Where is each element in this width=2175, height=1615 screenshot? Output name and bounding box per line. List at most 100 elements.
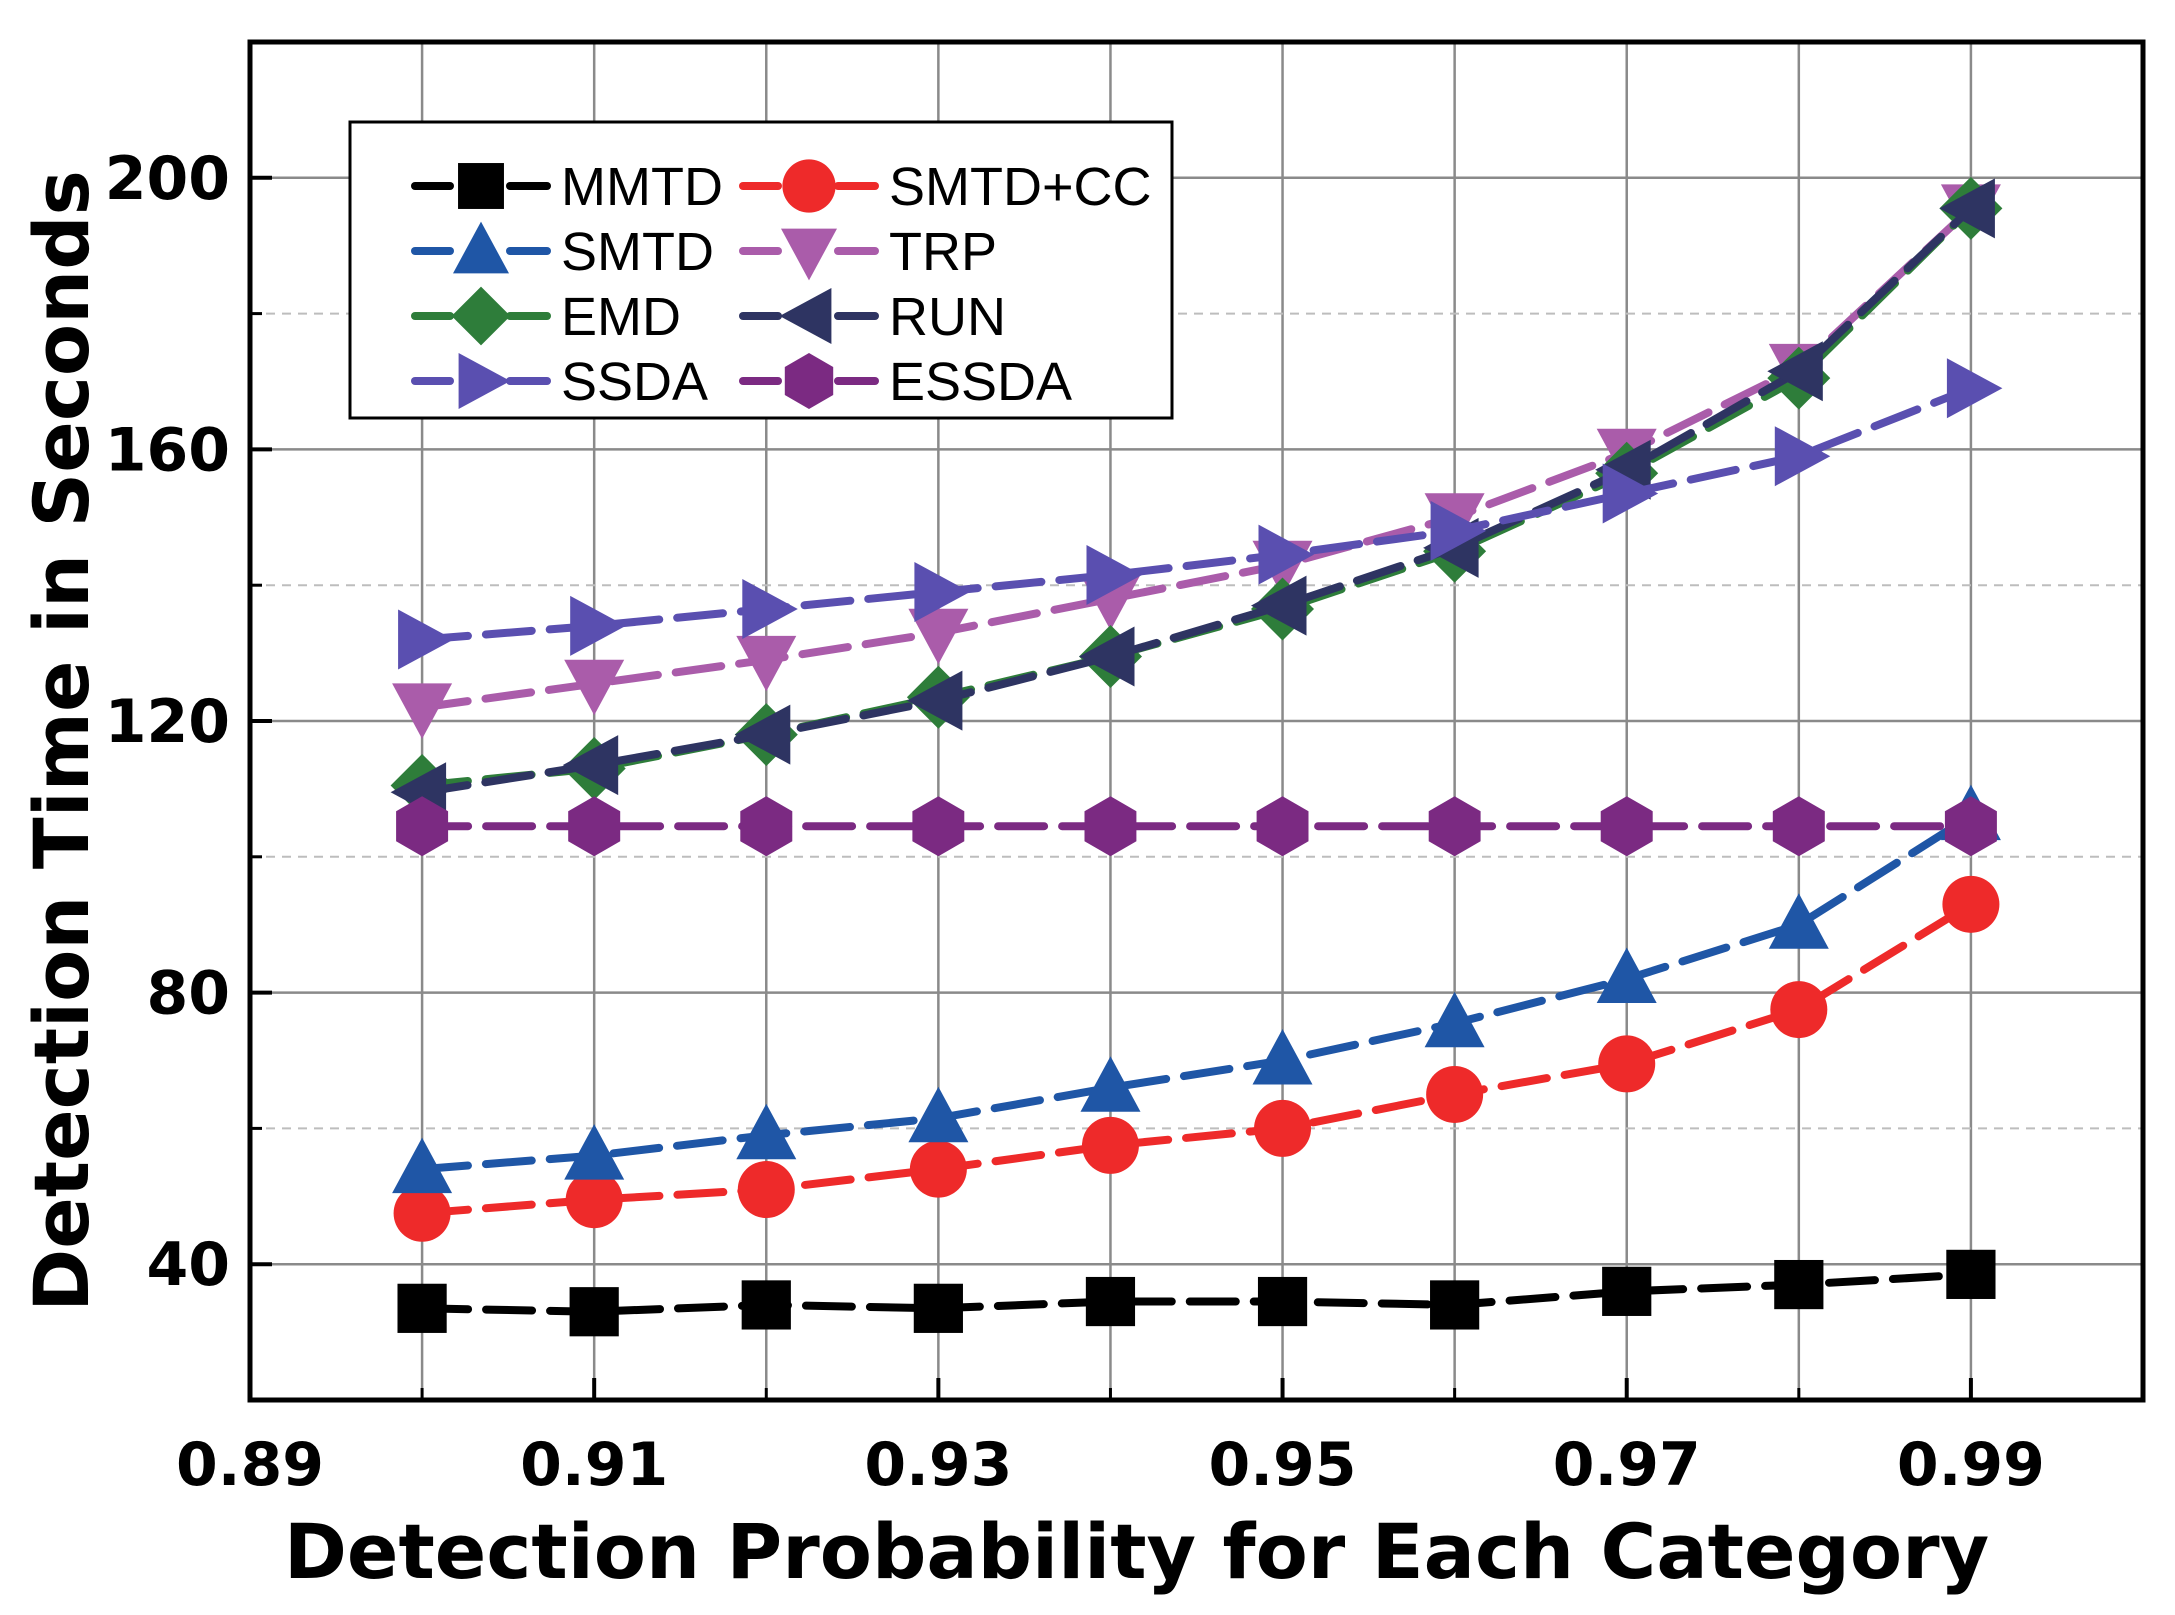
- x-tick-label: 0.89: [176, 1430, 324, 1500]
- data-point-essda: [740, 796, 793, 857]
- legend-label: ESSDA: [889, 352, 1072, 412]
- legend: MMTD SMTD+CC SMTD TRP EMD RUN SSDA ESSDA: [348, 120, 1174, 420]
- series-smtd: [392, 784, 2001, 1194]
- data-point-essda: [568, 796, 621, 857]
- legend-marker-emd: [451, 286, 511, 346]
- series-ssda: [398, 358, 2003, 670]
- series-group: [390, 176, 2003, 1337]
- legend-entry-emd: EMD: [411, 286, 681, 347]
- legend-marker-smtd: [453, 221, 509, 274]
- data-point-ssda: [1258, 524, 1314, 585]
- data-point-run: [1079, 626, 1135, 687]
- data-point-smtd: [1596, 947, 1657, 1003]
- data-point-trp: [564, 659, 625, 716]
- data-point-mmtd: [569, 1287, 619, 1337]
- data-point-essda: [1428, 796, 1481, 857]
- legend-label: EMD: [561, 287, 681, 347]
- data-point-ssda: [1086, 545, 1142, 605]
- legend-label: RUN: [889, 287, 1006, 347]
- data-point-smtd-cc: [565, 1171, 623, 1229]
- series-line-run: [418, 204, 1975, 797]
- legend-marker-mmtd: [458, 163, 504, 209]
- data-point-mmtd: [1085, 1276, 1136, 1327]
- data-point-trp: [392, 683, 453, 739]
- y-tick-label: 160: [105, 415, 230, 485]
- data-point-smtd-cc: [909, 1140, 967, 1198]
- legend-label: SMTD: [561, 222, 714, 282]
- y-axis-title: Detection Time in Seconds: [17, 170, 106, 1312]
- legend-entry-trp: TRP: [739, 222, 997, 282]
- legend-marker-smtd-cc: [782, 159, 836, 213]
- data-point-ssda: [398, 609, 454, 670]
- data-point-smtd: [908, 1086, 969, 1143]
- data-point-essda: [1084, 796, 1137, 857]
- data-point-mmtd: [1430, 1280, 1480, 1330]
- data-point-ssda: [570, 595, 626, 656]
- x-tick-label: 0.95: [1209, 1430, 1357, 1500]
- legend-label: MMTD: [561, 157, 723, 217]
- data-point-smtd-cc: [1598, 1035, 1656, 1093]
- legend-entry-mmtd: MMTD: [411, 157, 723, 217]
- data-point-trp: [736, 635, 797, 692]
- series-essda: [396, 796, 1997, 857]
- data-point-essda: [1944, 796, 1997, 857]
- x-tick-label: 0.97: [1553, 1430, 1701, 1500]
- data-point-ssda: [1430, 500, 1487, 561]
- data-point-smtd: [736, 1103, 797, 1160]
- data-point-essda: [396, 796, 449, 857]
- data-point-ssda: [1602, 463, 1659, 524]
- data-point-mmtd: [1946, 1249, 1996, 1299]
- data-point-essda: [912, 796, 965, 857]
- data-point-ssda: [1774, 426, 1831, 487]
- data-point-smtd: [1768, 893, 1829, 949]
- data-point-smtd-cc: [1254, 1099, 1312, 1157]
- legend-label: TRP: [889, 222, 997, 282]
- data-point-smtd-cc: [1942, 875, 2000, 933]
- y-tick-label: 80: [147, 959, 231, 1029]
- legend-entry-smtd: SMTD: [411, 221, 714, 282]
- axes: 40 80 120 160 200 0.89 0.91 0.93 0.95 0.97 0.99: [105, 144, 2045, 1500]
- data-point-ssda: [742, 579, 798, 639]
- data-point-run: [1251, 575, 1307, 636]
- data-point-smtd: [1252, 1029, 1313, 1085]
- y-tick-label: 120: [105, 687, 230, 757]
- legend-entry-run: RUN: [739, 287, 1006, 347]
- legend-label: SMTD+CC: [889, 157, 1152, 217]
- data-point-run: [906, 670, 963, 731]
- data-point-smtd-cc: [393, 1184, 451, 1242]
- legend-entry-essda: ESSDA: [739, 352, 1072, 412]
- legend-label: SSDA: [561, 352, 708, 412]
- data-point-mmtd: [1257, 1276, 1308, 1327]
- data-point-trp: [908, 608, 969, 665]
- series-line-trp: [418, 204, 1975, 712]
- series-line-mmtd: [418, 1270, 1975, 1316]
- data-point-ssda: [1946, 358, 2003, 419]
- legend-entry-ssda: SSDA: [411, 352, 708, 412]
- x-tick-label: 0.93: [864, 1430, 1012, 1500]
- series-line-smtd: [418, 812, 1975, 1174]
- data-point-essda: [1772, 796, 1825, 857]
- data-point-ssda: [914, 562, 970, 622]
- data-point-smtd: [392, 1137, 453, 1194]
- data-point-mmtd: [913, 1283, 963, 1333]
- data-point-mmtd: [1602, 1266, 1652, 1316]
- legend-marker-essda: [784, 353, 834, 409]
- legend-marker-ssda: [458, 353, 511, 409]
- data-point-run: [1767, 341, 1823, 402]
- x-axis-title: Detection Probability for Each Category: [284, 1507, 1989, 1596]
- data-point-run: [734, 704, 791, 765]
- x-tick-label: 0.91: [520, 1430, 668, 1500]
- data-point-run: [1939, 178, 1995, 239]
- y-tick-label: 40: [147, 1230, 231, 1300]
- data-point-smtd-cc: [1426, 1065, 1484, 1123]
- series-line-ssda: [418, 384, 1975, 644]
- data-point-smtd-cc: [1770, 981, 1828, 1039]
- data-point-mmtd: [1774, 1259, 1824, 1310]
- data-point-smtd-cc: [1081, 1116, 1139, 1174]
- legend-marker-trp: [781, 228, 837, 281]
- series-line-smtd-cc: [418, 900, 1975, 1218]
- legend-entry-smtd-cc: SMTD+CC: [739, 157, 1152, 217]
- data-point-mmtd: [397, 1283, 447, 1333]
- y-tick-label: 200: [105, 144, 230, 214]
